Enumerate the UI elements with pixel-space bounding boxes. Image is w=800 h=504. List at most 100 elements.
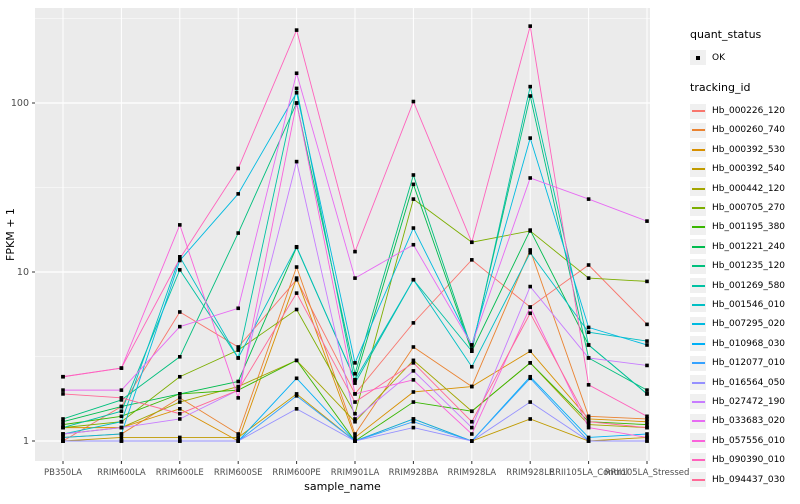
legend-item-tracking-id: Hb_000226_120 — [690, 101, 798, 120]
x-tick-label: RRIM600PE — [272, 468, 320, 478]
line-swatch-icon — [690, 297, 706, 313]
data-point — [236, 231, 240, 235]
line-swatch-icon — [690, 413, 706, 429]
data-point — [178, 255, 182, 259]
legend-label: Hb_001221_240 — [712, 241, 786, 252]
data-point — [178, 411, 182, 416]
data-point — [119, 404, 124, 409]
data-point — [411, 358, 416, 363]
x-tick-label: RRIM928LA — [447, 468, 496, 478]
data-point — [353, 361, 357, 365]
data-point — [470, 384, 474, 389]
legend-label: Hb_001195_380 — [712, 222, 786, 233]
data-point — [411, 99, 416, 104]
line-swatch-icon — [690, 122, 706, 138]
data-point — [411, 277, 416, 282]
point-marker-icon — [690, 50, 706, 66]
legend-item-tracking-id: Hb_000392_540 — [690, 160, 798, 179]
data-point — [178, 407, 182, 411]
data-point — [470, 240, 474, 245]
data-point — [119, 439, 124, 443]
x-tick-label: RRIM928LE — [506, 468, 554, 478]
legend-item-tracking-id: Hb_000705_270 — [690, 198, 798, 217]
data-point — [294, 244, 299, 249]
data-point — [411, 400, 416, 404]
data-point — [178, 258, 182, 263]
data-point — [353, 419, 357, 424]
data-point — [353, 439, 357, 443]
data-point — [645, 439, 649, 443]
data-point — [411, 182, 416, 187]
data-point — [236, 388, 240, 392]
line-swatch-icon — [690, 103, 706, 119]
x-tick-label: RRII105LA_Control — [549, 468, 628, 478]
data-point — [645, 432, 649, 436]
legend-label: Hb_033683_020 — [712, 416, 786, 427]
data-point — [586, 439, 591, 443]
data-point — [645, 435, 649, 440]
data-point — [353, 249, 357, 254]
legend-label: Hb_000442_120 — [712, 183, 786, 194]
y-tick-label: 1 — [23, 436, 29, 447]
data-point — [294, 159, 299, 164]
data-point — [236, 166, 240, 171]
data-point — [470, 439, 474, 443]
data-point — [470, 364, 474, 369]
data-point — [353, 435, 357, 440]
data-point — [119, 388, 124, 392]
data-point — [61, 392, 65, 396]
legend-label: Hb_016564_050 — [712, 377, 786, 388]
data-point — [528, 400, 532, 404]
data-point — [645, 419, 649, 424]
data-point — [645, 392, 649, 396]
data-point — [61, 419, 65, 424]
legend-item-tracking-id: Hb_001235_120 — [690, 257, 798, 276]
data-point — [528, 24, 532, 28]
data-point — [645, 219, 649, 223]
line-swatch-icon — [690, 239, 706, 255]
data-point — [645, 388, 649, 392]
data-point — [528, 305, 532, 309]
x-tick-label: RRIM600LE — [156, 468, 204, 478]
data-point — [236, 396, 240, 400]
data-point — [61, 432, 65, 436]
data-point — [528, 376, 532, 381]
data-point — [236, 384, 240, 389]
data-point — [411, 361, 416, 365]
data-point — [411, 369, 416, 373]
x-tick-label: RRIM901LA — [331, 468, 380, 478]
data-point — [528, 284, 532, 289]
x-tick-label: RRIM600LA — [97, 468, 146, 478]
data-point — [645, 322, 649, 327]
data-point — [294, 101, 299, 105]
data-point — [119, 432, 124, 436]
data-point — [178, 310, 182, 314]
data-point — [178, 435, 182, 440]
legend-label: Hb_000705_270 — [712, 203, 786, 214]
data-point — [586, 343, 591, 347]
legend-label: Hb_007295_020 — [712, 319, 786, 330]
data-point — [294, 265, 299, 269]
data-point — [236, 306, 240, 311]
line-swatch-icon — [690, 258, 706, 274]
data-point — [236, 379, 240, 384]
data-point — [470, 343, 474, 347]
data-point — [470, 258, 474, 262]
line-swatch-icon — [690, 433, 706, 449]
data-point — [236, 348, 240, 352]
data-point — [353, 378, 357, 382]
line-swatch-icon — [690, 200, 706, 216]
data-point — [353, 417, 357, 421]
data-point — [411, 197, 416, 201]
data-point — [411, 417, 416, 421]
data-point — [586, 356, 591, 360]
data-point — [470, 432, 474, 436]
data-point — [119, 425, 124, 430]
data-point — [294, 307, 299, 312]
data-point — [178, 417, 182, 421]
data-point — [411, 226, 416, 230]
legend-label: Hb_000392_540 — [712, 164, 786, 175]
data-point — [294, 358, 299, 363]
data-point — [586, 263, 591, 267]
